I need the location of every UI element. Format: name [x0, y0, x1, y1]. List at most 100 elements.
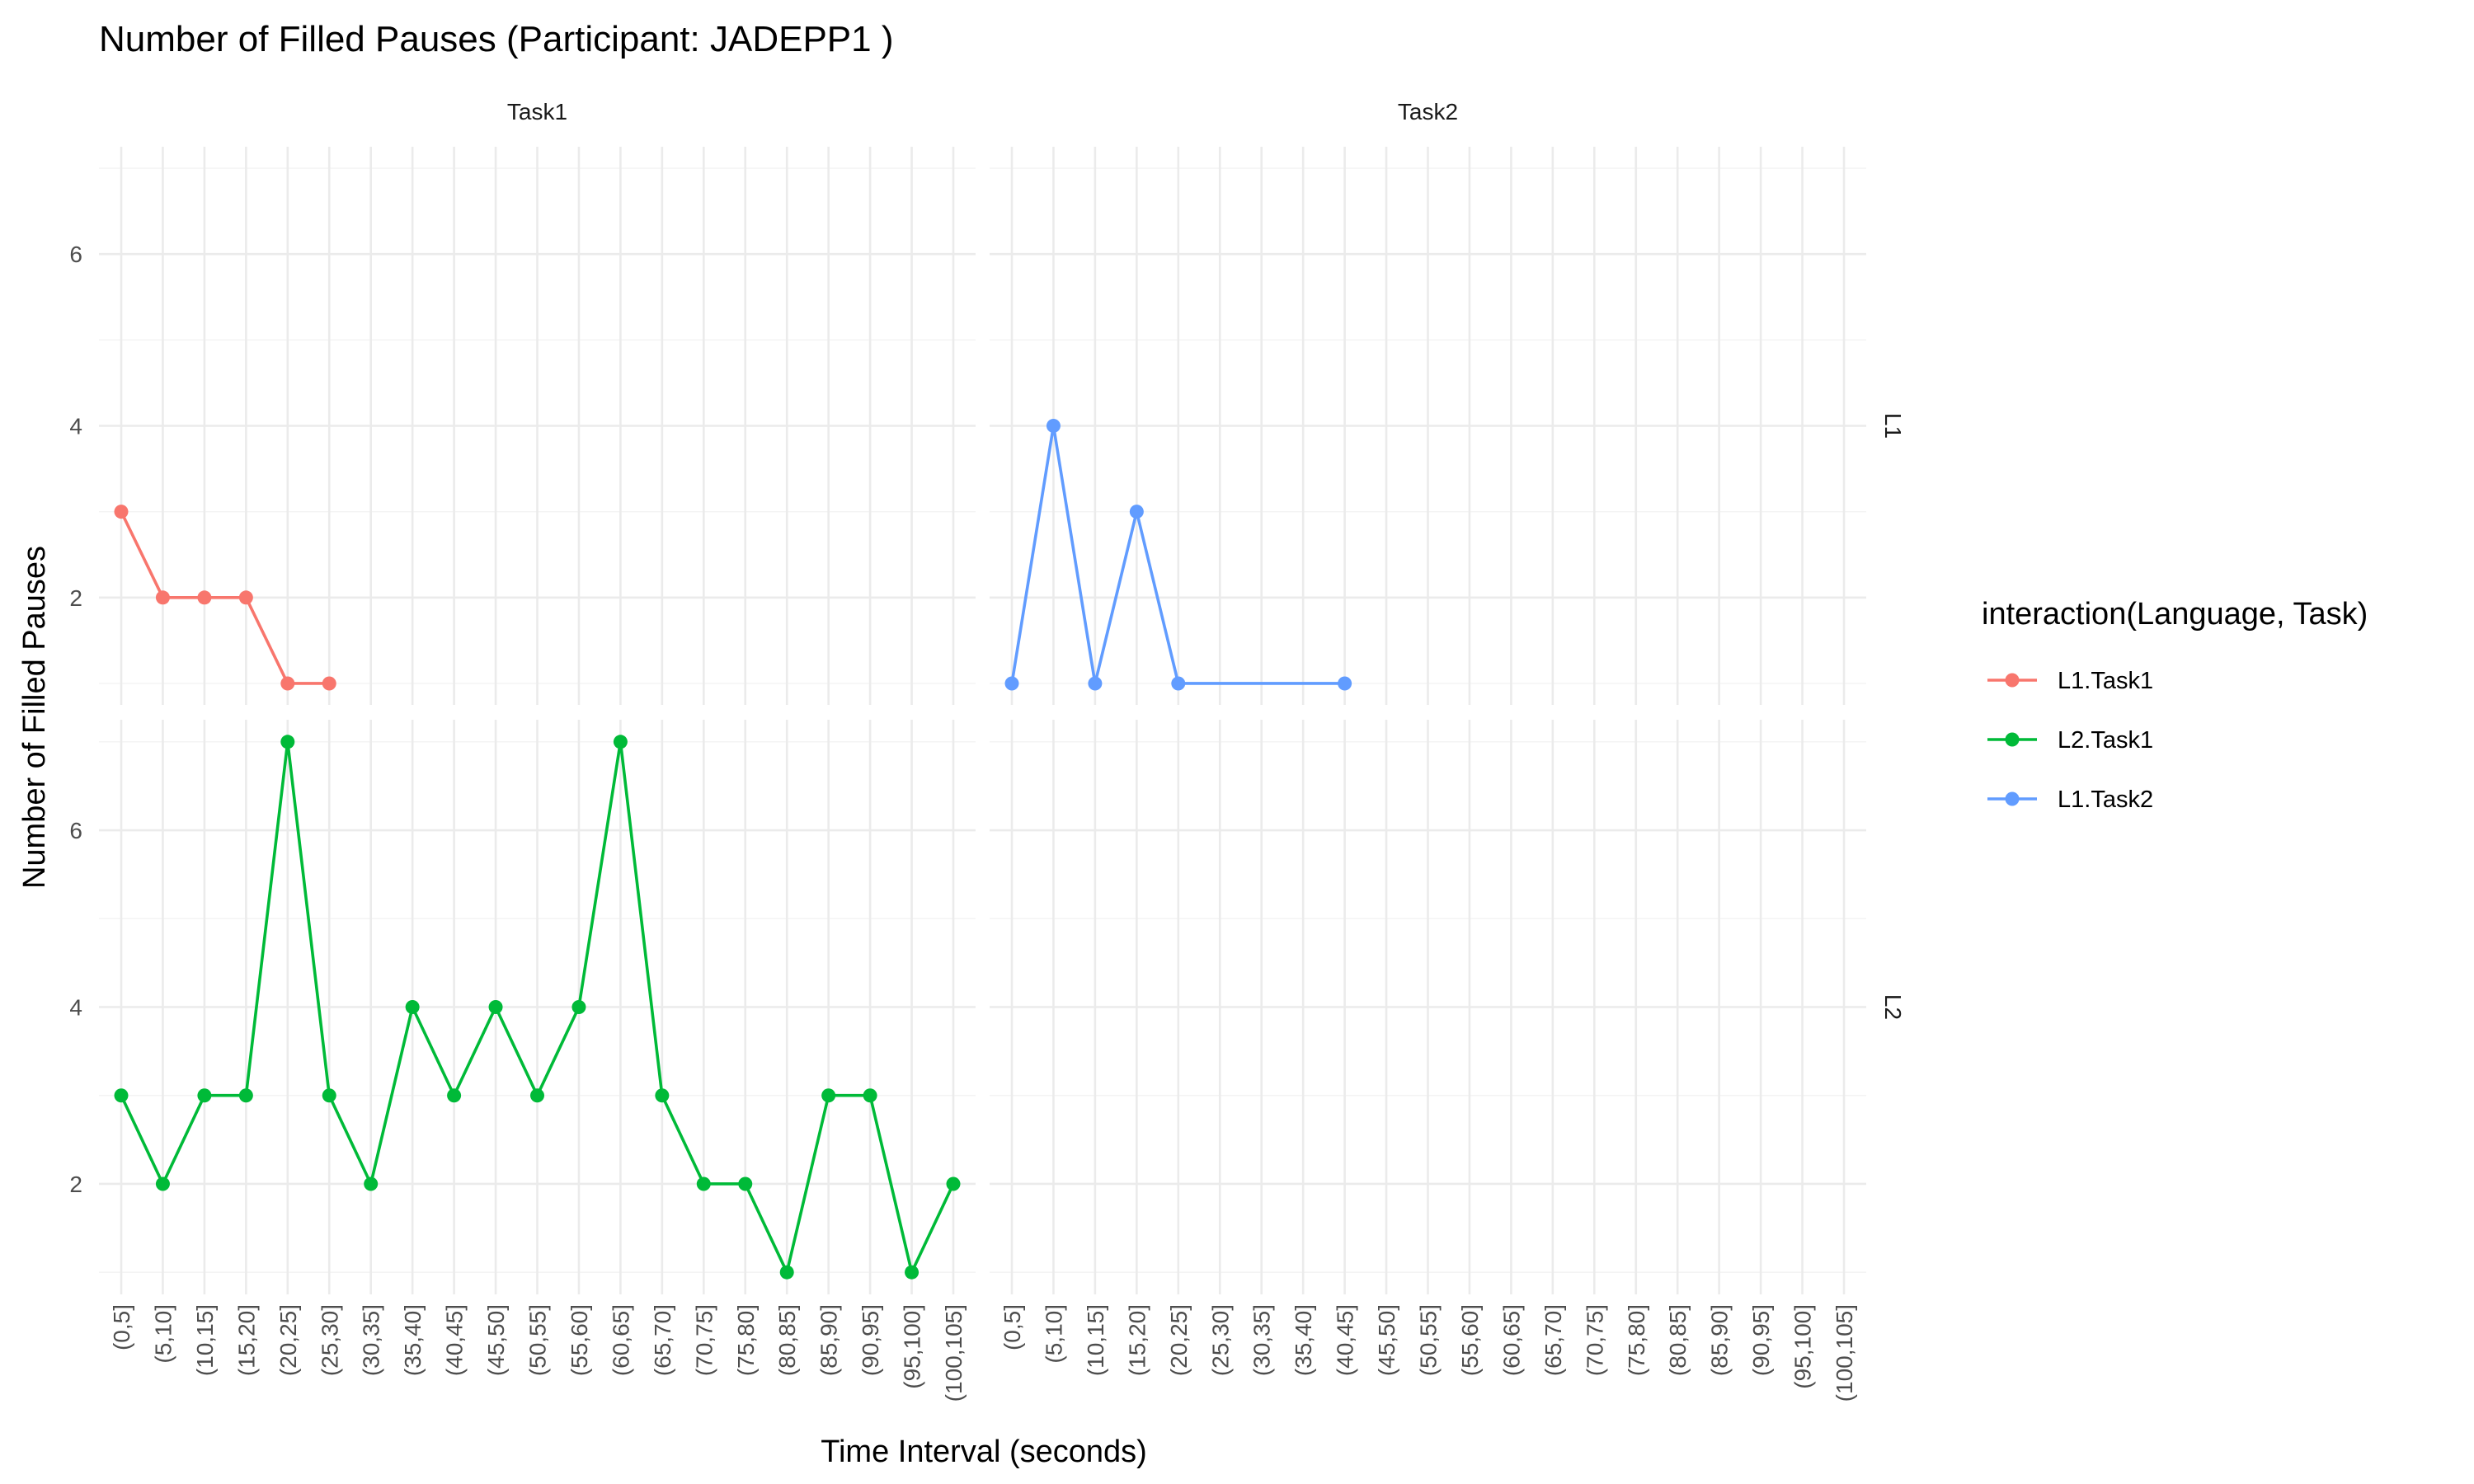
x-tick-label: (55,60]: [1457, 1304, 1483, 1376]
x-tick-label: (30,35]: [359, 1304, 384, 1376]
data-point: [696, 1176, 711, 1191]
data-point: [238, 1088, 253, 1103]
data-point: [738, 1176, 753, 1191]
y-tick-label: 2: [69, 1172, 82, 1197]
x-tick-label: (45,50]: [1374, 1304, 1399, 1376]
y-tick-label: 4: [69, 995, 82, 1021]
data-point: [280, 676, 295, 691]
data-point: [779, 1265, 794, 1280]
x-tick-label: (65,70]: [1540, 1304, 1566, 1376]
x-tick-label: (35,40]: [400, 1304, 426, 1376]
facet-strip-task2: Task2: [1398, 99, 1458, 124]
data-point: [613, 735, 628, 749]
data-point: [1004, 676, 1019, 691]
facet-strip-l2: L2: [1880, 994, 1906, 1020]
x-tick-label: (60,65]: [1498, 1304, 1524, 1376]
data-point: [322, 676, 336, 691]
x-tick-label: (95,100]: [900, 1304, 925, 1389]
data-point: [1088, 676, 1103, 691]
x-tick-label: (90,95]: [858, 1304, 883, 1376]
facet-strip-task1: Task1: [507, 99, 567, 124]
data-point: [405, 1000, 420, 1014]
data-point: [946, 1176, 961, 1191]
x-tick-label: (75,80]: [1624, 1304, 1649, 1376]
x-axis-title: Time Interval (seconds): [821, 1435, 1147, 1469]
legend-item-l1-task2: L1.Task2: [1987, 787, 2153, 813]
x-tick-label: (95,100]: [1790, 1304, 1816, 1389]
data-point: [1129, 505, 1144, 519]
x-tick-label: (0,5]: [999, 1304, 1025, 1350]
data-point: [655, 1088, 670, 1103]
data-point: [238, 590, 253, 605]
x-tick-label: (50,55]: [1416, 1304, 1442, 1376]
data-point: [197, 590, 212, 605]
x-tick-label: (50,55]: [525, 1304, 551, 1376]
y-tick-label: 6: [69, 818, 82, 843]
y-axis-ticks: 2 4 6 2 4 6: [69, 242, 82, 1197]
panel-l1-task2: [990, 147, 1866, 705]
x-tick-label: (90,95]: [1748, 1304, 1774, 1376]
series-l1-task1: [114, 505, 336, 691]
data-point: [322, 1088, 336, 1103]
legend-marker: [2005, 673, 2020, 688]
x-tick-label: (75,80]: [733, 1304, 759, 1376]
x-tick-label: (10,15]: [192, 1304, 218, 1376]
x-tick-label: (20,25]: [275, 1304, 301, 1376]
x-tick-label: (100,105]: [941, 1304, 967, 1402]
panel-l2-task1: [99, 720, 976, 1294]
x-tick-label: (40,45]: [1333, 1304, 1358, 1376]
data-point: [1338, 676, 1352, 691]
x-tick-label: (40,45]: [442, 1304, 468, 1376]
chart-title: Number of Filled Pauses (Participant: JA…: [99, 19, 894, 59]
x-tick-label: (25,30]: [317, 1304, 342, 1376]
plot-panels: [99, 147, 1866, 1294]
series-l1-task2: [1004, 419, 1352, 691]
x-tick-label: (65,70]: [650, 1304, 675, 1376]
facet-strips: Task1 Task2 L1 L2: [507, 99, 1906, 1020]
y-tick-label: 2: [69, 585, 82, 611]
x-tick-label: (25,30]: [1207, 1304, 1233, 1376]
data-point: [863, 1088, 877, 1103]
x-tick-label: (70,75]: [1582, 1304, 1607, 1376]
data-point: [155, 1176, 170, 1191]
panel-l1-task1: [99, 147, 976, 705]
y-tick-label: 6: [69, 242, 82, 267]
y-axis-title: Number of Filled Pauses: [17, 546, 52, 889]
x-axis-ticks: (0,5] (5,10] (10,15] (15,20] (20,25] (25,30] (…: [109, 1304, 1857, 1402]
x-tick-label: (35,40]: [1291, 1304, 1316, 1376]
series-line: [1010, 424, 1345, 685]
data-point: [571, 1000, 586, 1014]
y-tick-label: 4: [69, 414, 82, 439]
series-l2-task1: [114, 735, 961, 1280]
x-tick-label: (85,90]: [816, 1304, 842, 1376]
data-point: [530, 1088, 544, 1103]
data-point: [488, 1000, 503, 1014]
data-point: [1171, 676, 1186, 691]
data-point: [364, 1176, 379, 1191]
x-tick-label: (70,75]: [691, 1304, 717, 1376]
x-tick-label: (5,10]: [1041, 1304, 1066, 1364]
x-tick-label: (80,85]: [1665, 1304, 1691, 1376]
legend-label: L1.Task1: [2058, 668, 2153, 694]
legend-label: L2.Task1: [2058, 727, 2153, 754]
legend-title: interaction(Language, Task): [1982, 597, 2368, 632]
x-tick-label: (15,20]: [233, 1304, 259, 1376]
x-tick-label: (0,5]: [109, 1304, 134, 1350]
x-tick-label: (5,10]: [150, 1304, 176, 1364]
data-point: [114, 505, 129, 519]
legend-marker: [2005, 791, 2020, 806]
data-point: [197, 1088, 212, 1103]
data-point: [155, 590, 170, 605]
data-point: [447, 1088, 462, 1103]
x-tick-label: (80,85]: [774, 1304, 800, 1376]
x-tick-label: (100,105]: [1832, 1304, 1857, 1402]
data-point: [1046, 419, 1061, 433]
x-tick-label: (55,60]: [567, 1304, 592, 1376]
facet-strip-l1: L1: [1880, 413, 1906, 439]
x-tick-label: (30,35]: [1249, 1304, 1275, 1376]
x-tick-label: (45,50]: [483, 1304, 509, 1376]
data-point: [114, 1088, 129, 1103]
panel-l2-task2: [990, 720, 1866, 1294]
series-layer: [114, 419, 1352, 1280]
